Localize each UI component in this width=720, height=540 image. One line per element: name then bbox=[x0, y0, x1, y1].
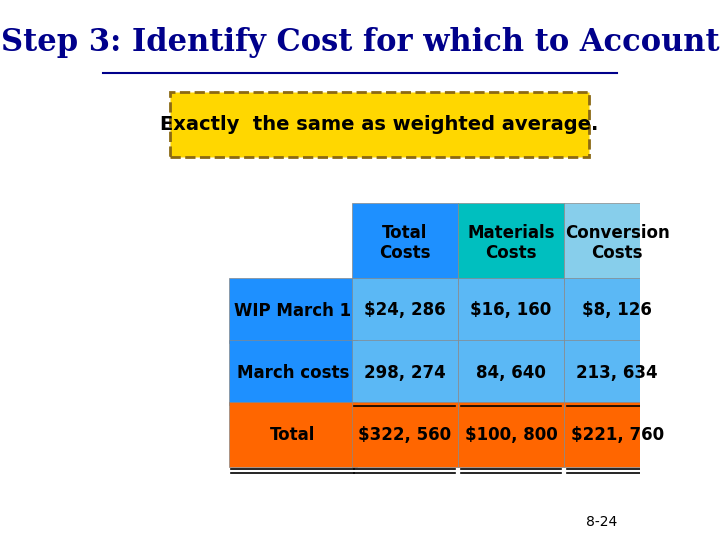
Text: 213, 634: 213, 634 bbox=[577, 363, 658, 382]
Text: $8, 126: $8, 126 bbox=[582, 301, 652, 320]
Text: $16, 160: $16, 160 bbox=[470, 301, 552, 320]
FancyBboxPatch shape bbox=[351, 202, 458, 284]
Text: Total
Costs: Total Costs bbox=[379, 224, 431, 262]
FancyBboxPatch shape bbox=[458, 340, 564, 405]
FancyBboxPatch shape bbox=[564, 402, 670, 467]
FancyBboxPatch shape bbox=[458, 278, 564, 343]
Text: Conversion
Costs: Conversion Costs bbox=[565, 224, 670, 262]
FancyBboxPatch shape bbox=[564, 202, 670, 284]
FancyBboxPatch shape bbox=[458, 402, 564, 467]
Text: $24, 286: $24, 286 bbox=[364, 301, 446, 320]
Text: 84, 640: 84, 640 bbox=[476, 363, 546, 382]
FancyBboxPatch shape bbox=[564, 278, 670, 343]
Text: $322, 560: $322, 560 bbox=[358, 426, 451, 444]
FancyBboxPatch shape bbox=[351, 278, 458, 343]
FancyBboxPatch shape bbox=[564, 340, 670, 405]
Text: 298, 274: 298, 274 bbox=[364, 363, 446, 382]
FancyBboxPatch shape bbox=[228, 278, 357, 343]
FancyBboxPatch shape bbox=[351, 340, 458, 405]
FancyBboxPatch shape bbox=[458, 202, 564, 284]
FancyBboxPatch shape bbox=[228, 340, 357, 405]
Text: Exactly  the same as weighted average.: Exactly the same as weighted average. bbox=[161, 114, 599, 134]
Text: $221, 760: $221, 760 bbox=[571, 426, 664, 444]
Text: March costs: March costs bbox=[237, 363, 349, 382]
FancyBboxPatch shape bbox=[170, 92, 590, 157]
Text: WIP March 1: WIP March 1 bbox=[234, 301, 351, 320]
Text: $100, 800: $100, 800 bbox=[464, 426, 557, 444]
FancyBboxPatch shape bbox=[228, 402, 357, 467]
Text: 8-24: 8-24 bbox=[586, 515, 617, 529]
Text: Step 3: Identify Cost for which to Account: Step 3: Identify Cost for which to Accou… bbox=[1, 27, 719, 58]
FancyBboxPatch shape bbox=[351, 402, 458, 467]
Text: Materials
Costs: Materials Costs bbox=[467, 224, 555, 262]
Text: Total: Total bbox=[270, 426, 315, 444]
